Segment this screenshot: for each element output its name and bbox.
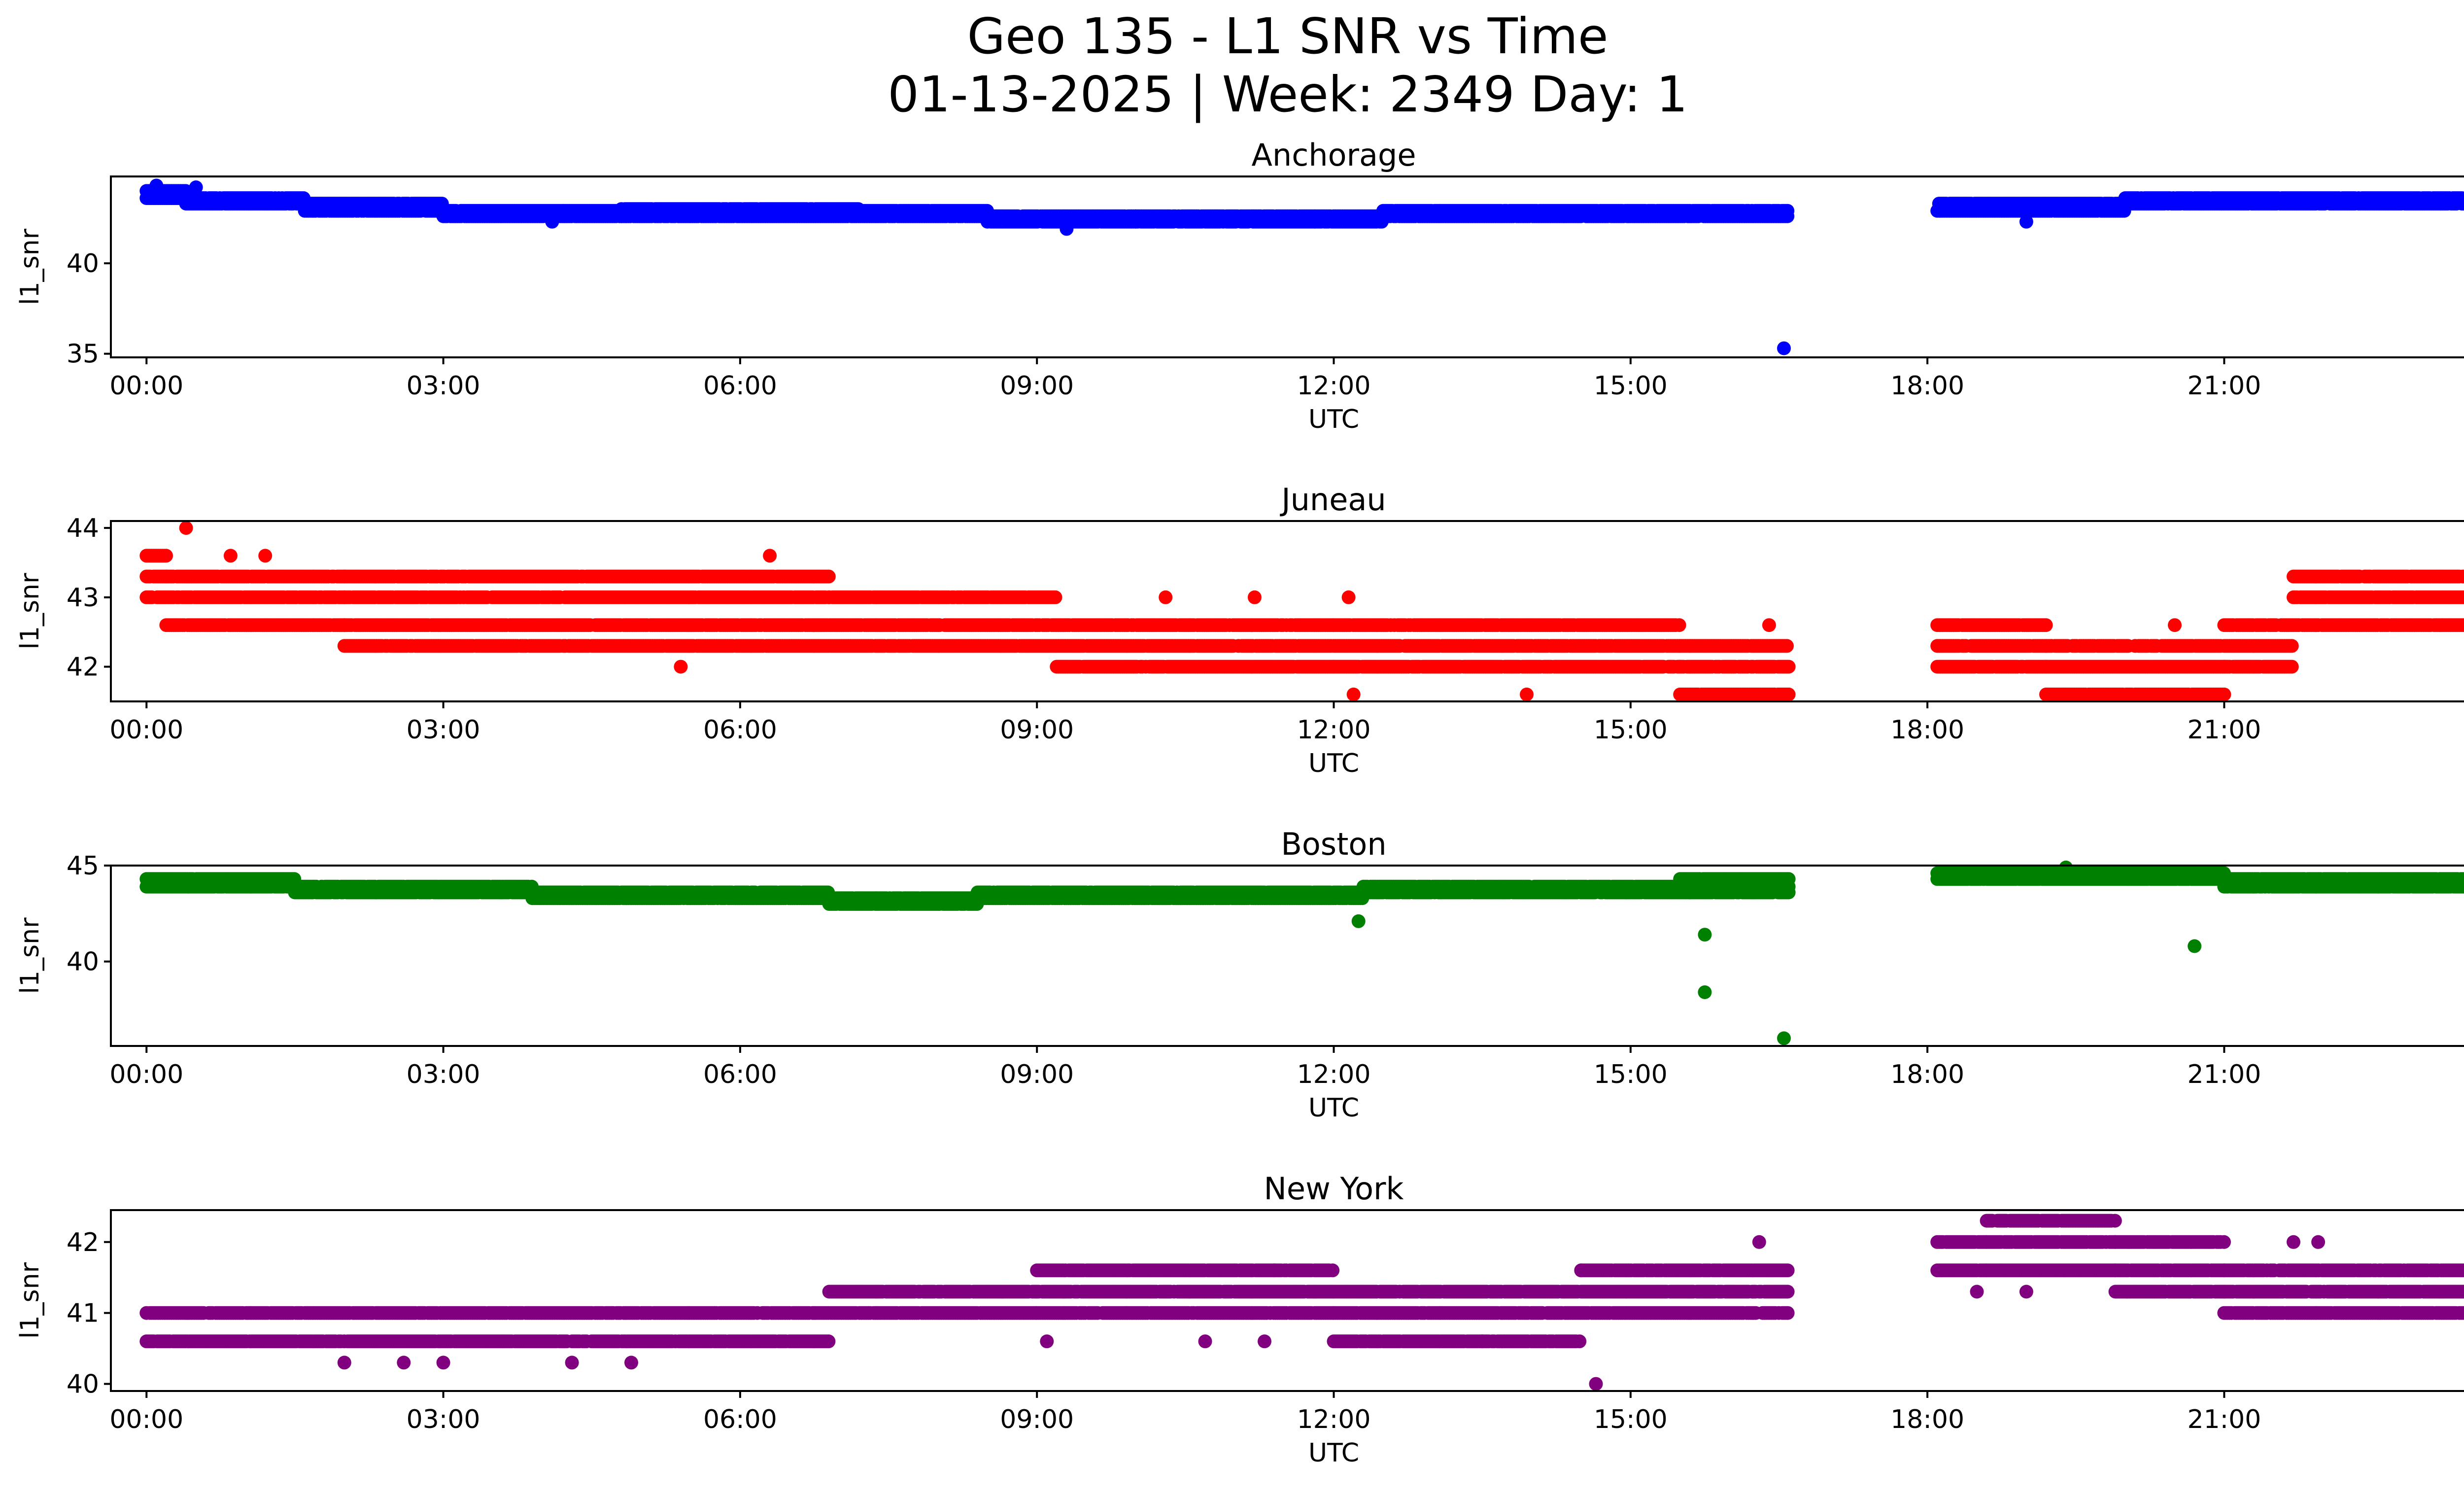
outlier-point <box>1060 222 1074 236</box>
y-tick-label: 40 <box>67 249 99 278</box>
data-point <box>1048 590 1062 604</box>
x-tick-label: 18:00 <box>1890 371 1964 401</box>
x-tick-label: 12:00 <box>1297 371 1371 401</box>
data-points <box>139 178 2464 355</box>
x-tick-label: 00:00 <box>109 371 183 401</box>
outlier-point <box>149 178 164 193</box>
figure-title-line-1: Geo 135 - L1 SNR vs Time <box>967 7 1608 65</box>
x-tick-label: 06:00 <box>703 371 777 401</box>
data-point <box>821 569 836 584</box>
outlier-point <box>545 214 559 229</box>
data-point <box>1672 618 1686 632</box>
subplot-title: Anchorage <box>1251 137 1416 173</box>
subplot-anchorage: Anchorage 00:00 03:00 06:00 09:00 12:00 15:00 1… <box>15 137 2464 434</box>
y-axis-label: l1_snr <box>15 228 45 305</box>
x-tick-label: 21:00 <box>2187 371 2261 401</box>
subplot-title: Juneau <box>1279 482 1386 518</box>
data-point <box>1780 209 1795 223</box>
x-axis-label: UTC <box>1308 405 1359 434</box>
x-tick-label: 15:00 <box>1594 371 1668 401</box>
x-tick-label: 09:00 <box>1000 371 1074 401</box>
x-tick-label: 03:00 <box>407 371 480 401</box>
outlier-point <box>1777 341 1791 355</box>
figure-title-line-2: 01-13-2025 | Week: 2349 Day: 1 <box>888 66 1687 123</box>
y-tick-label: 35 <box>67 340 99 369</box>
outlier-point <box>189 180 203 194</box>
data-point <box>159 549 173 563</box>
outlier-point <box>2019 214 2033 229</box>
